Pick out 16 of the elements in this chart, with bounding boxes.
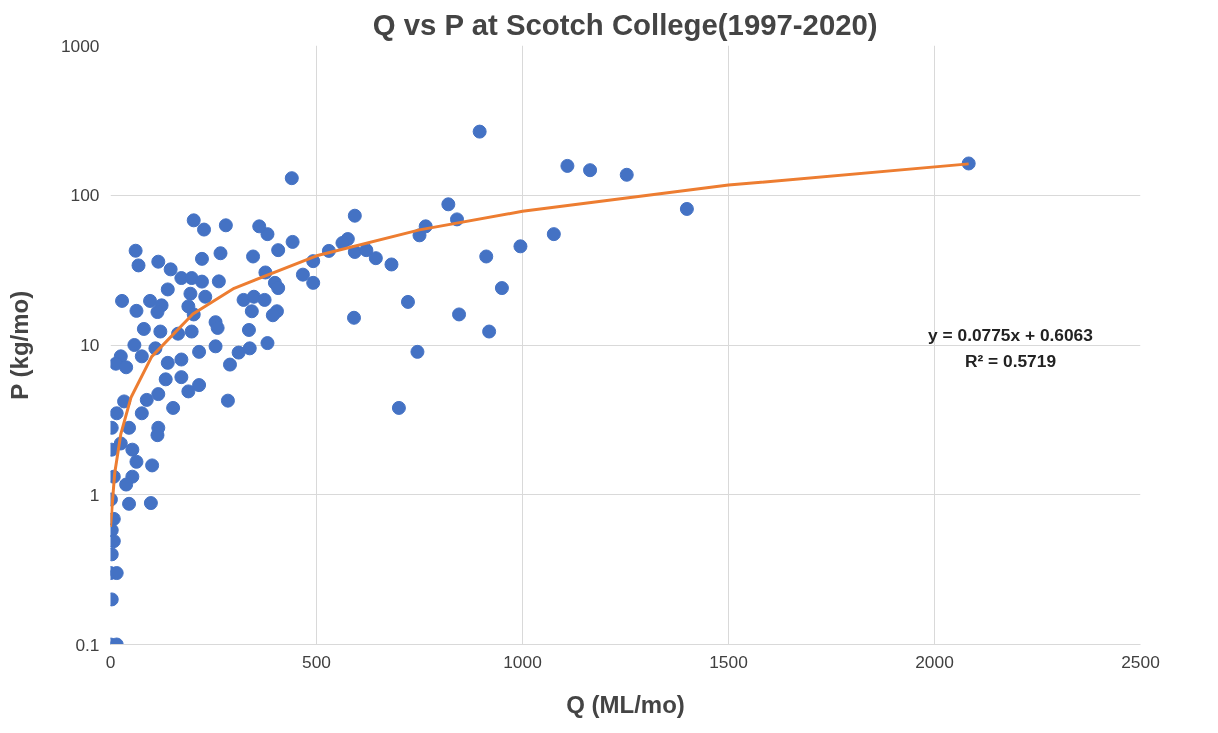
y-axis-title: P (kg/mo) — [5, 290, 33, 400]
annotation: y = 0.0775x + 0.6063 — [928, 324, 1094, 345]
x-tick-label: 2500 — [1121, 651, 1160, 672]
x-tick-label: 0 — [105, 651, 116, 672]
x-tick-label: 1500 — [709, 651, 748, 672]
y-tick-label: 100 — [70, 185, 100, 206]
x-tick-label: 1000 — [503, 651, 542, 672]
x-axis-title: Q (ML/mo) — [566, 690, 685, 718]
y-tick-label: 1 — [89, 484, 100, 505]
chart-title: Q vs P at Scotch College(1997-2020) — [372, 7, 878, 41]
x-tick-label: 2000 — [915, 651, 954, 672]
x-tick-label: 500 — [302, 651, 331, 672]
y-tick-label: 1000 — [60, 35, 100, 56]
annotation: R² = 0.5719 — [964, 350, 1057, 371]
y-tick-label: 0.1 — [75, 634, 100, 655]
y-tick-label: 10 — [80, 335, 100, 355]
